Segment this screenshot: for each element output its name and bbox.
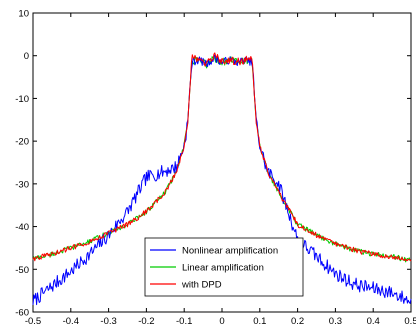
x-tick-label: 0 bbox=[219, 316, 224, 327]
x-tick-label: -0.4 bbox=[63, 316, 79, 327]
x-tick-label: 0.3 bbox=[329, 316, 342, 327]
y-tick-label: -30 bbox=[15, 179, 29, 190]
series-line-with-dpd bbox=[32, 52, 412, 262]
series-layer bbox=[32, 52, 412, 306]
x-tick-label: -0.5 bbox=[25, 316, 41, 327]
legend: Nonlinear amplification Linear amplifica… bbox=[144, 237, 304, 297]
legend-label-nonlinear: Nonlinear amplification bbox=[182, 246, 278, 257]
series-line-nonlinear-amplification bbox=[32, 54, 412, 306]
legend-label-linear: Linear amplification bbox=[182, 263, 264, 274]
x-tick-label: -0.1 bbox=[176, 316, 192, 327]
legend-label-dpd: with DPD bbox=[181, 280, 222, 291]
x-tick-label: 0.1 bbox=[253, 316, 266, 327]
y-tick-label: -40 bbox=[15, 222, 29, 233]
x-tick-label: 0.2 bbox=[291, 316, 304, 327]
y-tick-label: -10 bbox=[15, 94, 29, 105]
x-tick-label: 0.5 bbox=[404, 316, 416, 327]
y-tick-label: -50 bbox=[15, 265, 29, 276]
y-tick-label: 0 bbox=[24, 51, 29, 62]
y-tick-label: -20 bbox=[15, 137, 29, 148]
ticks-layer: -0.5 -0.4 -0.3 -0.2 -0.1 0 0.1 0.2 0.3 0.4 0.5 10 0 -… bbox=[15, 9, 416, 328]
x-tick-label: 0.4 bbox=[367, 316, 380, 327]
x-tick-label: -0.2 bbox=[138, 316, 154, 327]
y-tick-label: -60 bbox=[15, 308, 29, 319]
y-tick-label: 10 bbox=[18, 9, 29, 20]
x-tick-label: -0.3 bbox=[100, 316, 116, 327]
